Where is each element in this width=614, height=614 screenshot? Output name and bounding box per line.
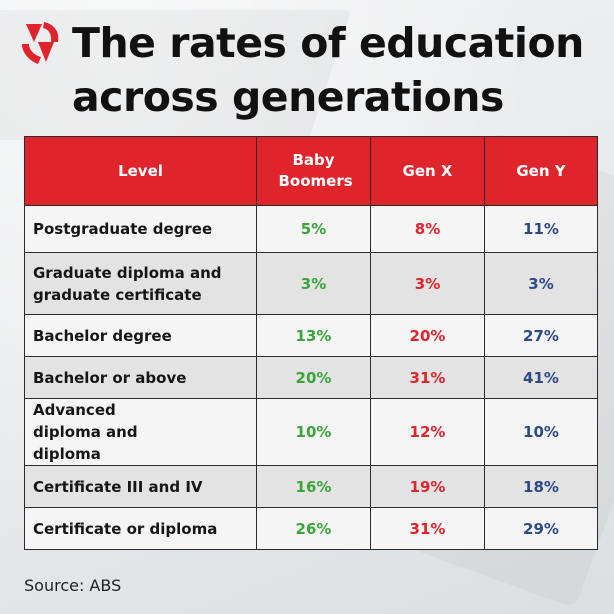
cell-gen-x: 31% xyxy=(370,507,485,550)
table-row: Bachelor or above 20% 31% 41% xyxy=(24,356,598,399)
table-row: Bachelor degree 13% 20% 27% xyxy=(24,314,598,357)
cell-gen-x: 31% xyxy=(370,356,485,399)
table-row: Advanced diploma and diploma 10% 12% 10% xyxy=(24,398,598,466)
sbs-logo-icon xyxy=(22,22,59,64)
education-table: Level Baby Boomers Gen X Gen Y Postgradu… xyxy=(24,136,598,550)
cell-gen-y: 10% xyxy=(484,398,598,466)
table-row: Graduate diploma and graduate certificat… xyxy=(24,252,598,315)
cell-gen-y: 27% xyxy=(484,314,598,357)
cell-gen-y: 29% xyxy=(484,507,598,550)
column-header-gen-x: Gen X xyxy=(370,136,485,206)
cell-gen-x: 12% xyxy=(370,398,485,466)
table-header-row: Level Baby Boomers Gen X Gen Y xyxy=(24,136,598,206)
cell-baby-boomers: 5% xyxy=(256,205,371,253)
cell-gen-y: 11% xyxy=(484,205,598,253)
table-row: Certificate III and IV 16% 19% 18% xyxy=(24,465,598,508)
cell-baby-boomers: 10% xyxy=(256,398,371,466)
row-level-label: Postgraduate degree xyxy=(24,205,257,253)
table-row: Postgraduate degree 5% 8% 11% xyxy=(24,205,598,253)
row-level-label: Graduate diploma and graduate certificat… xyxy=(24,252,257,315)
cell-baby-boomers: 26% xyxy=(256,507,371,550)
column-header-baby-boomers: Baby Boomers xyxy=(256,136,371,206)
row-level-label: Certificate III and IV xyxy=(24,465,257,508)
row-level-label: Bachelor or above xyxy=(24,356,257,399)
cell-baby-boomers: 13% xyxy=(256,314,371,357)
cell-baby-boomers: 3% xyxy=(256,252,371,315)
row-level-label: Bachelor degree xyxy=(24,314,257,357)
table-row: Certificate or diploma 26% 31% 29% xyxy=(24,507,598,550)
page-title: The rates of education across generation… xyxy=(72,19,584,121)
row-level-label: Certificate or diploma xyxy=(24,507,257,550)
column-header-gen-y: Gen Y xyxy=(484,136,598,206)
cell-gen-x: 8% xyxy=(370,205,485,253)
cell-gen-y: 18% xyxy=(484,465,598,508)
cell-gen-y: 3% xyxy=(484,252,598,315)
cell-gen-y: 41% xyxy=(484,356,598,399)
row-level-label: Advanced diploma and diploma xyxy=(24,398,257,466)
cell-gen-x: 20% xyxy=(370,314,485,357)
cell-gen-x: 3% xyxy=(370,252,485,315)
source-note: Source: ABS xyxy=(24,576,122,595)
cell-baby-boomers: 16% xyxy=(256,465,371,508)
column-header-level: Level xyxy=(24,136,257,206)
cell-baby-boomers: 20% xyxy=(256,356,371,399)
cell-gen-x: 19% xyxy=(370,465,485,508)
